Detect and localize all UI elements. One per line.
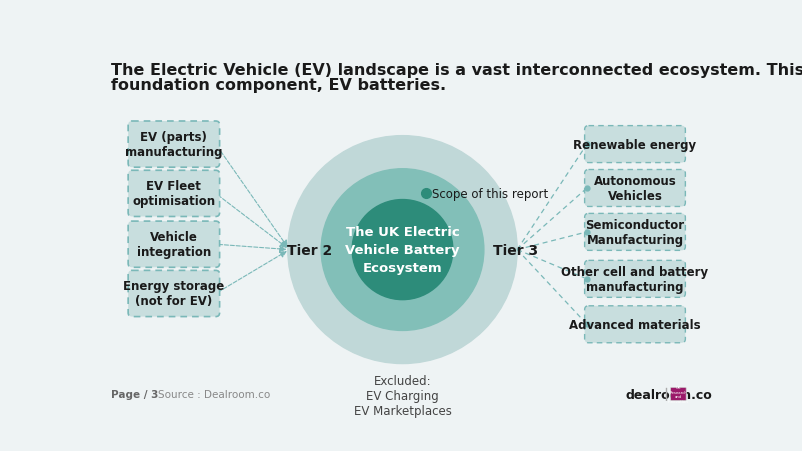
FancyBboxPatch shape <box>585 170 686 207</box>
FancyBboxPatch shape <box>128 271 220 317</box>
Text: Advanced materials: Advanced materials <box>569 318 701 331</box>
Text: Semiconductor
Manufacturing: Semiconductor Manufacturing <box>585 218 685 246</box>
Text: The UK Electric
Vehicle Battery
Ecosystem: The UK Electric Vehicle Battery Ecosyste… <box>345 226 460 275</box>
FancyBboxPatch shape <box>585 261 686 298</box>
Text: Source : Dealroom.co: Source : Dealroom.co <box>158 390 270 400</box>
FancyBboxPatch shape <box>585 214 686 251</box>
Circle shape <box>321 170 484 331</box>
Text: EV (parts)
manufacturing: EV (parts) manufacturing <box>125 131 223 159</box>
Text: Autonomous
Vehicles: Autonomous Vehicles <box>593 175 676 202</box>
FancyBboxPatch shape <box>670 387 687 400</box>
Text: EV Fleet
optimisation: EV Fleet optimisation <box>132 180 216 208</box>
Text: Energy storage
(not for EV): Energy storage (not for EV) <box>124 280 225 308</box>
Text: UK
Research
and
Innovation: UK Research and Innovation <box>668 385 689 403</box>
FancyBboxPatch shape <box>585 306 686 343</box>
FancyBboxPatch shape <box>128 122 220 168</box>
Text: foundation component, EV batteries.: foundation component, EV batteries. <box>111 78 446 93</box>
Text: Tier 3: Tier 3 <box>493 243 539 257</box>
Text: Page / 3: Page / 3 <box>111 390 159 400</box>
FancyBboxPatch shape <box>585 126 686 163</box>
Text: Vehicle
integration: Vehicle integration <box>137 231 211 258</box>
FancyBboxPatch shape <box>128 221 220 268</box>
Text: The Electric Vehicle (EV) landscape is a vast interconnected ecosystem. This rep: The Electric Vehicle (EV) landscape is a… <box>111 63 802 78</box>
Text: Scope of this report: Scope of this report <box>432 188 549 200</box>
Text: Other cell and battery
manufacturing: Other cell and battery manufacturing <box>561 265 708 293</box>
Text: Renewable energy: Renewable energy <box>573 138 697 151</box>
Text: Tier 2: Tier 2 <box>287 243 332 257</box>
Text: dealroom.co: dealroom.co <box>626 388 712 401</box>
Circle shape <box>352 200 453 300</box>
FancyBboxPatch shape <box>128 171 220 217</box>
Text: Excluded:
EV Charging
EV Marketplaces: Excluded: EV Charging EV Marketplaces <box>354 374 452 418</box>
Circle shape <box>288 136 517 364</box>
